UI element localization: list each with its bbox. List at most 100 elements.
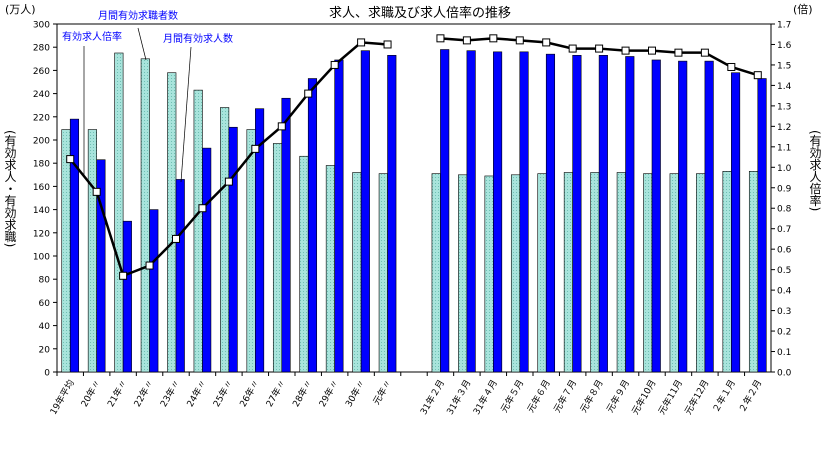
bar-job-seekers xyxy=(325,165,335,373)
left-tick-label: 300 xyxy=(33,21,50,31)
bar-job-seekers xyxy=(167,72,177,373)
right-tick-label: 1.5 xyxy=(777,61,791,71)
bar-job-seekers xyxy=(696,173,706,373)
bar-job-offers xyxy=(651,59,661,373)
x-tick-label: 元年11月 xyxy=(655,378,685,417)
right-tick-label: 0.9 xyxy=(777,184,792,194)
x-tick-label: 元年10月 xyxy=(629,378,659,417)
bar-job-seekers xyxy=(352,172,362,373)
left-tick-label: 20 xyxy=(39,345,51,355)
left-axis-unit: (万人) xyxy=(5,3,36,16)
bar-job-seekers xyxy=(748,171,759,373)
right-tick-label: 0.5 xyxy=(777,266,791,276)
bar-job-offers xyxy=(387,55,397,373)
bar-job-seekers xyxy=(378,173,388,373)
x-tick-label: 元年〃 xyxy=(370,378,394,407)
bar-job-seekers xyxy=(669,173,679,373)
bar-job-seekers xyxy=(722,171,732,373)
ratio-point xyxy=(251,144,260,153)
ratio-point xyxy=(224,177,233,186)
x-tick-label: 元年12月 xyxy=(682,378,712,417)
right-tick-label: 1.6 xyxy=(777,41,792,51)
left-tick-label: 200 xyxy=(33,137,50,147)
bar-job-offers xyxy=(493,51,503,373)
x-tick-label: 27年〃 xyxy=(263,378,288,410)
bar-job-seekers xyxy=(140,58,150,373)
left-tick-label: 180 xyxy=(33,160,50,170)
ratio-point xyxy=(172,234,180,243)
right-tick-label: 0.2 xyxy=(777,328,791,338)
ratio-point xyxy=(357,38,366,47)
bar-job-offers xyxy=(175,179,185,373)
bar-job-offers xyxy=(519,51,529,373)
x-tick-label: ２年１月 xyxy=(710,378,738,415)
bar-job-seekers xyxy=(590,172,600,373)
right-tick-label: 1.2 xyxy=(777,123,791,133)
right-tick-label: 0.0 xyxy=(777,369,792,379)
chart-title: 求人、求職及び求人倍率の推移 xyxy=(329,5,511,21)
legend-ratio: 有効求人倍率 xyxy=(62,30,122,43)
ratio-point xyxy=(621,46,630,55)
x-tick-label: 28年〃 xyxy=(290,378,315,410)
x-tick-label: 元年８月 xyxy=(577,378,605,415)
x-tick-label: 20年〃 xyxy=(78,378,103,410)
left-tick-label: 40 xyxy=(39,322,51,332)
ratio-point xyxy=(92,187,101,196)
ratio-point xyxy=(648,46,656,55)
ratio-point xyxy=(145,261,154,270)
right-tick-label: 0.3 xyxy=(777,307,791,317)
ratio-point xyxy=(753,71,762,80)
bar-job-seekers xyxy=(87,129,97,373)
ratio-point xyxy=(119,271,128,280)
right-tick-label: 1.0 xyxy=(777,164,792,174)
bar-job-offers xyxy=(545,53,556,373)
bar-job-offers xyxy=(440,49,450,373)
bar-job-seekers xyxy=(114,52,124,373)
ratio-point xyxy=(277,122,286,131)
ratio-point xyxy=(436,34,445,43)
x-tick-label: 元年９月 xyxy=(604,378,632,415)
right-axis-label: (有効求人倍率) xyxy=(808,130,822,211)
ratio-point xyxy=(66,155,75,164)
legend-annotations: 有効求人倍率 月間有効求職者数 月間有効求人数 xyxy=(62,9,233,183)
bar-job-offers xyxy=(228,126,238,373)
ratio-point xyxy=(330,60,339,69)
ratio-point xyxy=(383,40,392,49)
bar-job-offers xyxy=(678,60,688,373)
bar-job-offers xyxy=(122,220,132,373)
bar-job-offers xyxy=(202,147,212,373)
right-tick-label: 1.4 xyxy=(777,82,792,92)
left-tick-label: 160 xyxy=(33,183,50,193)
left-tick-label: 0 xyxy=(44,369,50,379)
bar-job-seekers xyxy=(537,173,547,373)
bar-job-seekers xyxy=(643,173,653,373)
bar-job-seekers xyxy=(193,89,203,373)
x-tick-label: 30年〃 xyxy=(343,378,368,410)
ratio-point xyxy=(595,44,604,53)
bar-job-seekers xyxy=(61,129,71,373)
left-axis-label: (有効求人・有効求職) xyxy=(3,130,17,247)
ratio-point xyxy=(727,62,736,71)
bar-job-seekers xyxy=(272,143,283,373)
ratio-point xyxy=(542,38,551,47)
bar-job-offers xyxy=(334,59,344,373)
right-tick-label: 1.3 xyxy=(777,102,791,112)
bar-job-offers xyxy=(598,55,608,373)
bar-job-offers xyxy=(69,118,80,373)
bar-job-offers xyxy=(149,209,159,373)
ratio-point xyxy=(304,89,313,98)
ratio-point xyxy=(489,34,498,43)
x-tick-label: 31年２月 xyxy=(417,378,447,417)
bar-job-seekers xyxy=(220,107,230,373)
bar-job-seekers xyxy=(458,174,468,373)
x-tick-label: 元年５月 xyxy=(498,378,526,415)
bar-job-offers xyxy=(757,78,767,373)
left-tick-label: 100 xyxy=(33,253,50,263)
bar-job-offers xyxy=(307,78,318,373)
x-tick-label: 25年〃 xyxy=(210,378,235,410)
ratio-point xyxy=(198,204,207,213)
x-tick-label: 元年６月 xyxy=(524,378,552,415)
ratio-point xyxy=(462,36,471,45)
bar-job-seekers xyxy=(563,172,573,373)
x-tick-label: 19年平均 xyxy=(47,378,77,417)
